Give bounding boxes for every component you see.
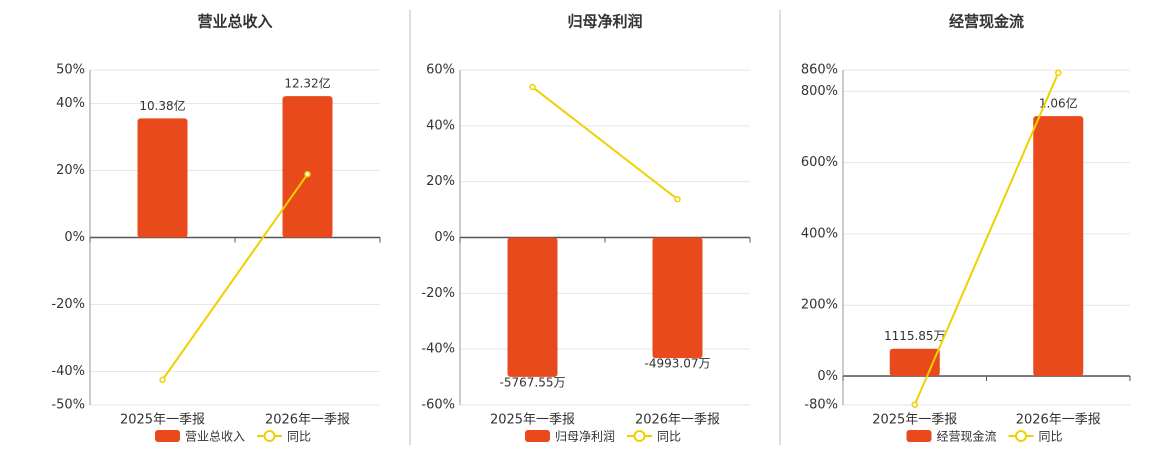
point [911, 401, 918, 408]
data-label: -5767.55万 [500, 375, 566, 389]
chart-title: 经营现金流 [949, 13, 1024, 31]
y-tick-label: 0% [64, 230, 85, 245]
y-tick-label: -40% [421, 342, 455, 357]
legend-swatch [633, 430, 646, 442]
legend-swatch [1015, 430, 1028, 442]
point [674, 196, 681, 203]
y-tick-label: 400% [801, 226, 838, 241]
y-tick-label: 60% [426, 63, 455, 78]
x-tick-label: 2025年一季报 [490, 413, 575, 428]
y-tick-label: -80% [804, 398, 838, 413]
y-tick-label: -50% [51, 398, 85, 413]
legend-label: 经营现金流 [937, 429, 997, 444]
data-label: 12.32亿 [284, 76, 330, 91]
legend-label: 同比 [1039, 430, 1063, 444]
data-label: 1.06亿 [1039, 96, 1078, 111]
x-tick-label: 2026年一季报 [1016, 413, 1101, 428]
line [531, 86, 679, 201]
point [529, 83, 536, 91]
y-tick-label: 0% [817, 369, 838, 384]
y-tick-label: 20% [426, 174, 455, 189]
legend-label: 营业总收入 [185, 430, 245, 444]
y-tick-label: -20% [421, 286, 455, 301]
bar [137, 118, 188, 238]
x-tick-label: 2025年一季报 [872, 413, 957, 428]
point [159, 376, 166, 384]
legend-swatch [525, 430, 550, 442]
data-label: 10.38亿 [139, 98, 185, 113]
bar [889, 348, 940, 377]
bar [507, 237, 558, 377]
bar [1033, 116, 1084, 377]
legend-label: 同比 [287, 430, 311, 444]
y-tick-label: 200% [801, 298, 838, 313]
legend-swatch [155, 430, 180, 442]
y-tick-label: -20% [51, 297, 85, 312]
chart-title: 归母净利润 [567, 13, 642, 31]
line [913, 72, 1060, 406]
y-tick-label: 800% [801, 84, 838, 99]
y-tick-label: 860% [801, 63, 838, 78]
y-tick-label: 40% [426, 118, 455, 133]
data-label: 1115.85万 [884, 329, 946, 343]
point [304, 170, 311, 178]
y-tick-label: 600% [801, 155, 838, 170]
chart-title: 营业总收入 [197, 13, 272, 31]
x-tick-label: 2026年一季报 [635, 413, 720, 428]
y-tick-label: 50% [56, 63, 85, 78]
y-tick-label: 40% [56, 96, 85, 111]
bar [652, 237, 703, 359]
data-label: -4993.07万 [645, 357, 711, 371]
line [161, 173, 309, 381]
x-tick-label: 2026年一季报 [265, 413, 350, 428]
point [1055, 69, 1062, 77]
legend-label: 归母净利润 [555, 430, 615, 444]
y-tick-label: 20% [56, 163, 85, 178]
legend-swatch [263, 430, 276, 442]
legend-swatch [906, 430, 932, 442]
y-tick-label: -60% [421, 398, 455, 413]
bar [282, 96, 333, 238]
y-tick-label: -40% [51, 364, 85, 379]
y-tick-label: 0% [434, 230, 455, 245]
x-tick-label: 2025年一季报 [120, 413, 205, 428]
legend-label: 同比 [657, 430, 681, 444]
